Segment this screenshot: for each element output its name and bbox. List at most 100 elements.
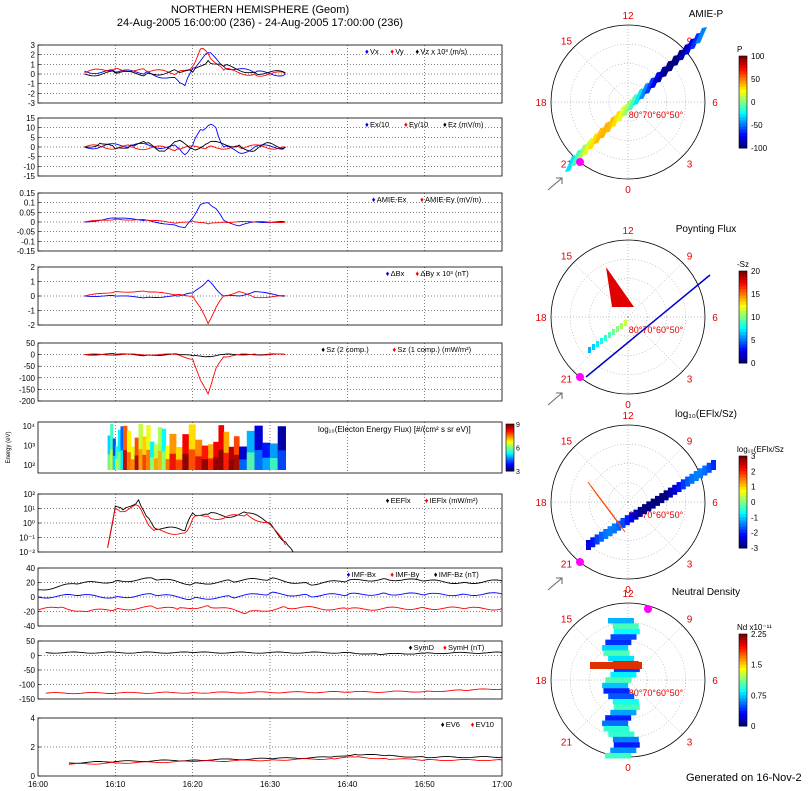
spectrogram-cell [115,446,119,470]
colorbar-cell [506,456,514,459]
colorbar-cell [739,541,747,546]
colorbar-frame [738,270,748,364]
spectrogram-cell [154,458,159,470]
data-swath [659,493,665,504]
data-swath [702,465,708,476]
y-tick-label: 2 [31,51,36,60]
series-line [38,577,502,591]
spectrogram-cell [277,426,286,470]
y-tick-label: 50 [26,339,35,348]
spectrogram-cell [233,454,240,470]
series-group [84,202,286,229]
colorbar-cell [506,467,514,470]
colorbar-cell [739,538,747,543]
data-swath [611,523,617,534]
colorbar-cell [739,317,747,321]
legend-entry: EV10 [476,720,494,729]
colorbar-cell [739,126,747,131]
data-swath [607,526,613,537]
spectrogram-cell [262,442,271,470]
spectrogram-cell [107,435,111,470]
colorbar-cell [739,680,747,684]
legend: Sz (1 comp.) (mW/m²)♦Sz (2 comp.)♦ [321,345,471,354]
data-bar [610,747,637,754]
polar-dial-3: log₁₀(EFlx/Sz)12963021181580°70°60°50°lo… [535,409,783,596]
data-swath [624,320,627,326]
legend-marker: ♦ [420,195,424,204]
series-group [38,577,502,615]
series-line [68,756,502,765]
legend-marker: ♦ [404,120,408,129]
mlt-label: 18 [535,676,547,687]
colorbar-cell [739,120,747,124]
data-bar [602,645,629,651]
spectrogram-cell [112,438,116,470]
spectrogram-cell [117,451,121,470]
spectrogram-cell [223,431,230,470]
colorbar-cell [739,320,747,324]
mlt-label: 12 [622,11,634,22]
series-line [38,605,502,615]
colorbar-cell [739,474,747,478]
colorbar-cell [506,449,514,452]
x-tick-label: 16:10 [105,780,126,789]
mlt-label: 21 [561,375,573,386]
spectrogram-cell [175,446,183,470]
legend-marker: ♦ [321,345,325,354]
colorbar-cell [739,483,747,488]
dial-ring [608,82,648,122]
spectrogram-cell [150,441,155,470]
colorbar-cell [739,359,747,364]
colorbar-tick: 2 [751,467,756,476]
spectrogram-cell [142,454,147,470]
y-axis-label: Energy (eV) [6,431,12,463]
dial-data-overlay [586,460,716,550]
spectrogram-cell [134,437,140,470]
legend-marker: ♦ [347,570,351,579]
y-tick-label: 1 [31,60,36,69]
spectrogram-cell [239,459,248,470]
series-line [84,59,286,77]
legend-entry: Ez (mV/m) [448,120,484,129]
data-spike [614,517,626,533]
colorbar-cell [739,77,747,82]
legend-marker: ♦ [365,120,369,129]
legend-marker: ♦ [441,720,445,729]
colorbar-cell [739,495,747,500]
spectrogram-cell [138,449,143,470]
legend-entry: AMIE-Ey (mV/m) [425,195,482,204]
y-tick-label: -100 [19,681,36,690]
series-line [84,279,286,299]
y-tick-label: 0 [31,652,36,661]
colorbar-cell [739,98,747,103]
data-bar [605,753,632,759]
data-swath [633,509,639,520]
colorbar-cell [739,471,747,475]
legend-entry: Vy [395,47,404,56]
data-swath [706,462,712,473]
data-swath [600,338,603,344]
y-tick-label: -50 [23,362,35,371]
colorbar-cell [739,295,747,300]
mlt-label: 15 [561,251,573,262]
colorbar-label: Nd x10⁻¹¹ [737,623,772,632]
y-tick-label: 10 [26,124,35,133]
legend: ΔBy x 10³ (nT)♦ΔBx♦ [386,269,470,278]
y-tick-label: -15 [23,172,35,181]
data-bar [613,666,640,673]
colorbar-cell [739,144,747,149]
colorbar-cell [739,689,747,693]
colorbar-tick: 0 [751,722,756,731]
legend-marker: ♦ [434,570,438,579]
mlt-label: 15 [561,436,573,447]
mlt-label: 15 [561,614,573,625]
legend-marker: ♦ [386,269,390,278]
direction-arrow [547,392,563,406]
colorbar-cell [506,450,514,453]
data-swath [642,504,648,515]
dial-spoke [627,101,683,157]
legend: SymH (nT)♦SymD♦ [409,643,485,652]
colorbar-frame [505,423,515,472]
